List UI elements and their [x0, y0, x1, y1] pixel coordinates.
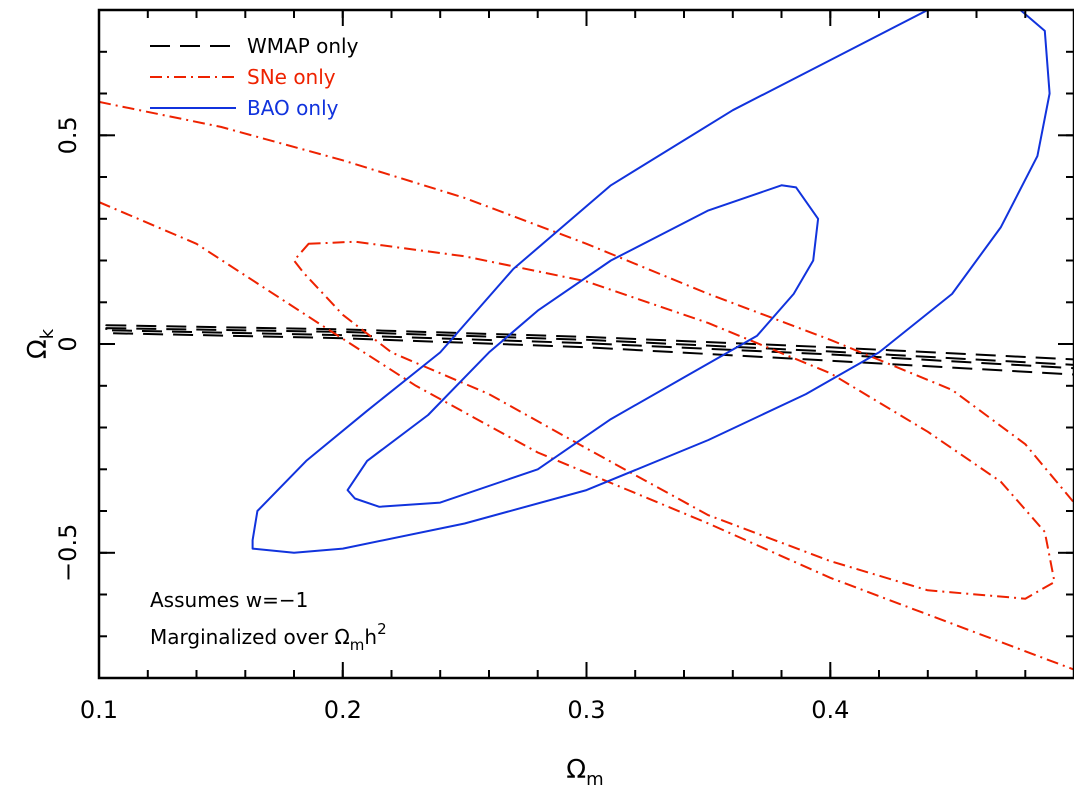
contour-sne-only-3	[99, 201, 1074, 671]
y-axis-label-main: Ω	[23, 339, 53, 359]
contour-sne-only-4	[293, 240, 1056, 600]
y-axis-label-sub: k	[37, 328, 58, 339]
plot-frame	[97, 8, 1074, 680]
annotation-marginalized-main: Marginalized over Ω	[150, 625, 350, 649]
legend-label-sne: SNe only	[247, 65, 336, 89]
annotation-marginalized-sup: 2	[377, 620, 387, 638]
contour-sne-only-2	[99, 100, 1074, 504]
x-axis-label: Ωm	[566, 755, 603, 788]
y-tick-label: 0.5	[54, 116, 82, 154]
x-axis-label-sub: m	[586, 769, 604, 788]
y-axis-label: Ωk	[23, 328, 58, 359]
series-layer	[99, 10, 1074, 671]
y-tick-label: 0	[54, 336, 82, 351]
x-tick-label: 0.3	[567, 696, 605, 724]
x-tick-label: 0.2	[324, 696, 362, 724]
y-tick-label: −0.5	[54, 524, 82, 582]
annotations: Assumes w=−1 Marginalized over Ωmh2	[150, 588, 387, 654]
annotation-marginalized: Marginalized over Ωmh2	[150, 620, 387, 654]
legend-label-bao: BAO only	[247, 96, 339, 120]
ticks-layer: 0.1 0.2 0.3 0.4 −0.5 0 0.5	[54, 9, 1074, 724]
x-tick-label: 0.1	[80, 696, 118, 724]
legend-label-wmap: WMAP only	[247, 34, 359, 58]
contour-bao-only-5	[251, 10, 1051, 554]
x-tick-label: 0.4	[811, 696, 849, 724]
x-axis-label-main: Ω	[566, 755, 586, 785]
contour-bao-only-6	[346, 184, 820, 508]
annotation-assumes: Assumes w=−1	[150, 588, 308, 612]
annotation-marginalized-rest: h	[364, 625, 377, 649]
legend: WMAP only SNe only BAO only	[150, 34, 359, 120]
contour-wmap-only-0	[105, 324, 1074, 370]
annotation-marginalized-sub: m	[350, 636, 365, 654]
